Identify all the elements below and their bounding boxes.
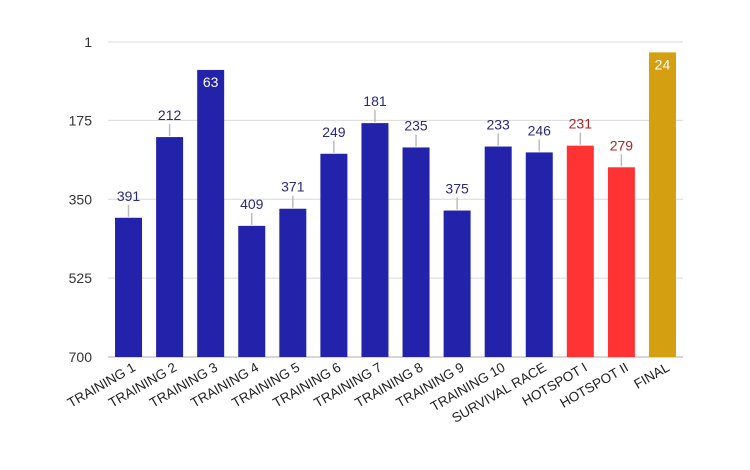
bar: [525, 152, 553, 357]
data-label: 409: [240, 196, 264, 212]
data-label: 235: [404, 117, 428, 133]
y-tick-label: 350: [69, 191, 93, 207]
data-label: 375: [445, 181, 469, 197]
bar: [361, 123, 389, 358]
bar: [197, 69, 225, 357]
data-labels: 391 212 63 409 371 249 181 235 375 233 246 231 279 24: [117, 56, 671, 225]
data-label: 63: [203, 74, 219, 90]
data-label: 231: [569, 116, 593, 132]
data-label: 249: [322, 124, 346, 140]
y-tick-label: 700: [69, 349, 93, 365]
bar: [648, 52, 676, 357]
data-label: 371: [281, 179, 305, 195]
bar: [443, 210, 471, 357]
bar: [607, 167, 635, 357]
y-tick-label: 1: [84, 34, 92, 50]
data-label: 181: [363, 93, 387, 109]
y-tick-label: 525: [69, 270, 93, 286]
data-label: 391: [117, 188, 141, 204]
data-label: 212: [158, 107, 182, 123]
data-label: 246: [528, 122, 552, 138]
bar: [484, 146, 512, 357]
bar: [156, 137, 184, 357]
bar: [238, 225, 266, 357]
bars: [115, 52, 676, 358]
data-label: 233: [486, 117, 510, 133]
y-tick-label: 175: [69, 112, 93, 128]
data-label: 24: [655, 56, 671, 72]
bar: [115, 217, 143, 357]
bar: [320, 153, 348, 357]
bar: [402, 147, 430, 357]
y-axis-ticks: 1 175 350 525 700: [69, 34, 93, 365]
x-category-label: FINAL: [631, 359, 672, 391]
data-label: 279: [610, 137, 634, 153]
bar: [279, 208, 307, 357]
gridlines: [108, 41, 683, 358]
bar: [566, 145, 594, 357]
